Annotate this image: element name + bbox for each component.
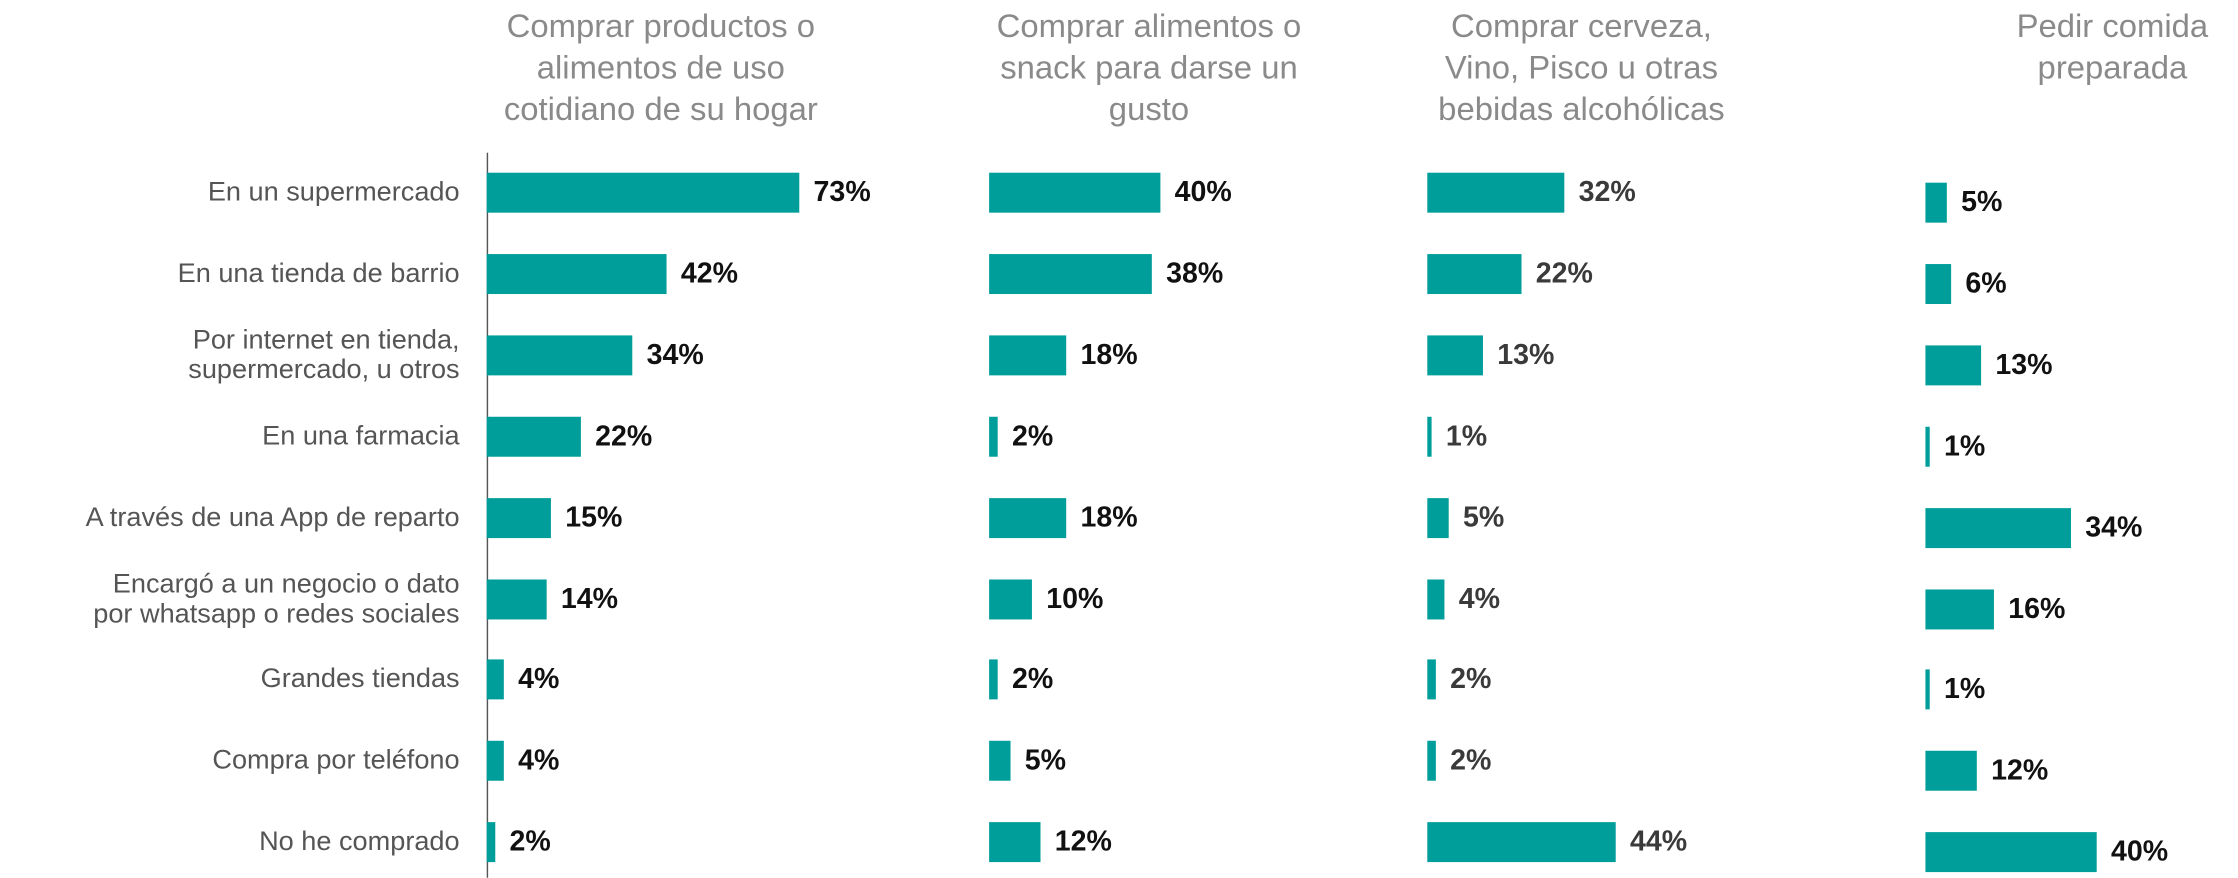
panel-title: Comprar cerveza, Vino, Pisco u otras beb…: [1438, 7, 1725, 128]
bar: [1427, 172, 1565, 213]
bar: [1427, 416, 1432, 457]
value-label: 13%: [1497, 339, 1555, 371]
category-label: Encargó a un negocio o dato por whatsapp…: [93, 568, 460, 629]
bar: [1925, 751, 1977, 792]
bar: [486, 172, 800, 213]
value-label: 40%: [2110, 836, 2169, 869]
value-label: 1%: [1943, 430, 1986, 462]
value-label: 73%: [813, 176, 871, 209]
bar: [1925, 263, 1952, 304]
bar: [989, 659, 998, 700]
panel-title: Comprar alimentos o snack para darse un …: [996, 7, 1302, 128]
bar: [1925, 588, 1994, 629]
category-label: En un supermercado: [207, 177, 460, 208]
value-label: 16%: [2008, 593, 2066, 625]
value-label: 15%: [565, 501, 623, 534]
bar: [1427, 253, 1522, 294]
value-label: 5%: [1462, 501, 1505, 534]
bar: [989, 578, 1032, 619]
value-label: 4%: [518, 745, 560, 777]
category-label: A través de una App de reparto: [85, 502, 460, 533]
value-label: 5%: [1961, 186, 2003, 219]
bar: [1427, 659, 1436, 700]
bar: [486, 741, 504, 782]
value-label: 14%: [560, 583, 619, 615]
bar: [1427, 497, 1449, 538]
bar: [989, 253, 1152, 294]
value-label: 12%: [1054, 826, 1112, 859]
category-label: Grandes tiendas: [260, 664, 460, 695]
value-label: 2%: [1011, 420, 1054, 453]
bar: [1427, 822, 1616, 863]
category-label: En una farmacia: [262, 421, 460, 452]
value-label: 6%: [1965, 268, 2007, 300]
value-label: 2%: [509, 826, 551, 859]
value-label: 1%: [1943, 674, 1986, 706]
bar: [1427, 335, 1483, 376]
bar: [1427, 578, 1445, 619]
bar: [486, 253, 667, 294]
value-label: 4%: [1458, 583, 1500, 615]
category-label: No he comprado: [259, 827, 460, 858]
bar: [1925, 832, 2097, 873]
category-label: Compra por teléfono: [212, 746, 460, 777]
bar: [1925, 426, 1930, 467]
value-label: 5%: [1024, 745, 1067, 777]
bar: [1925, 669, 1930, 710]
value-label: 22%: [595, 420, 653, 453]
category-label: En una tienda de barrio: [177, 258, 460, 289]
value-label: 44%: [1629, 826, 1688, 859]
bar: [486, 822, 496, 863]
value-label: 32%: [1578, 176, 1636, 209]
value-label: 18%: [1080, 501, 1138, 534]
bar: [486, 659, 504, 700]
bar: [989, 416, 998, 457]
bar: [486, 497, 551, 538]
category-label: Por internet en tienda, supermercado, u …: [188, 325, 460, 386]
bar: [989, 172, 1161, 213]
value-label: 2%: [1450, 664, 1492, 696]
value-label: 1%: [1445, 420, 1488, 453]
bar: [1925, 345, 1982, 386]
bar: [989, 741, 1011, 782]
value-label: 42%: [680, 258, 738, 290]
bar: [989, 822, 1041, 863]
value-label: 2%: [1450, 745, 1492, 777]
value-label: 34%: [2085, 511, 2143, 544]
value-label: 13%: [1995, 349, 2053, 381]
value-label: 40%: [1174, 176, 1232, 209]
bar: [1427, 741, 1436, 782]
value-label: 18%: [1080, 339, 1138, 371]
value-label: 34%: [646, 339, 704, 371]
value-label: 38%: [1166, 258, 1224, 290]
panel-title: Comprar productos o alimentos de uso cot…: [503, 7, 818, 128]
bar: [1925, 507, 2072, 548]
bar: [1925, 182, 1947, 223]
bar: [989, 497, 1067, 538]
value-label: 22%: [1535, 258, 1593, 290]
bar: [486, 335, 633, 376]
panel-title: Pedir comida preparada: [2016, 7, 2209, 86]
bar: [989, 335, 1067, 376]
value-label: 10%: [1046, 583, 1104, 615]
value-label: 4%: [518, 664, 560, 696]
value-label: 2%: [1011, 664, 1054, 696]
bar: [486, 416, 581, 457]
value-label: 12%: [1991, 755, 2049, 787]
bar: [486, 578, 547, 619]
